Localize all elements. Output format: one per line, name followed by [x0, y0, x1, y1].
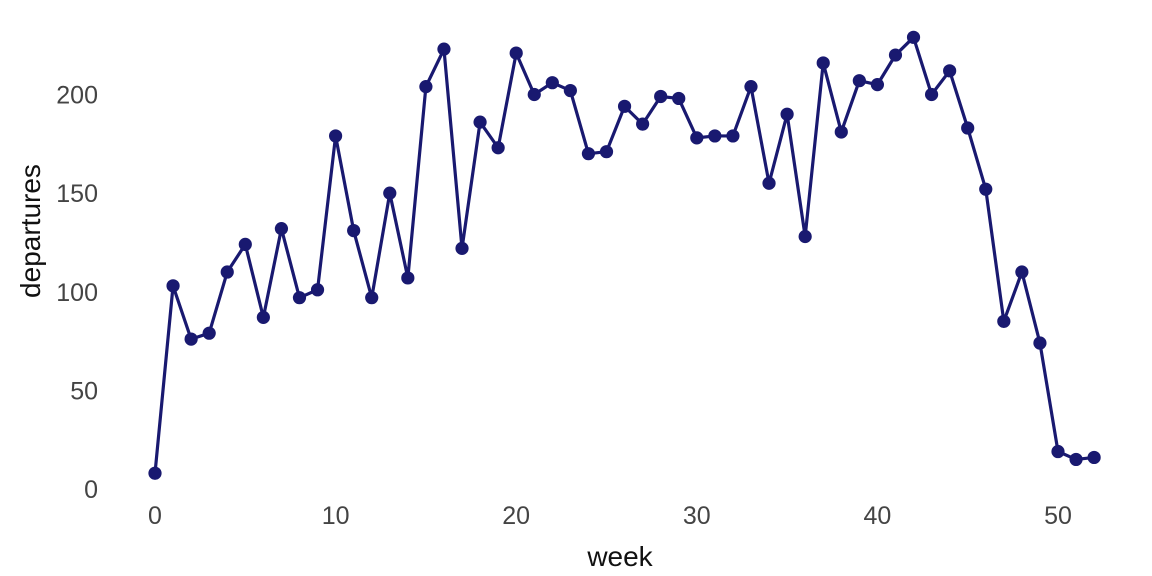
data-point-week-41	[888, 48, 903, 62]
data-point-week-27	[636, 117, 650, 131]
data-point-week-15	[419, 80, 433, 94]
data-point-week-35	[780, 107, 794, 121]
data-point-week-20	[509, 46, 523, 60]
data-point-week-43	[924, 87, 939, 102]
data-point-week-38	[834, 125, 848, 139]
data-point-week-14	[401, 271, 415, 285]
data-point-week-3	[202, 326, 216, 340]
data-point-week-28	[654, 89, 668, 104]
data-point-week-24	[581, 147, 596, 161]
data-point-week-31	[708, 129, 722, 143]
x-tick-label: 10	[322, 502, 350, 530]
data-point-week-50	[1051, 444, 1065, 459]
data-point-week-29	[672, 91, 686, 106]
x-tick-label: 20	[502, 502, 530, 530]
x-axis-title: week	[587, 541, 653, 572]
data-point-week-46	[979, 182, 993, 196]
data-point-week-33	[744, 80, 758, 94]
data-point-week-12	[365, 291, 379, 305]
data-point-week-9	[310, 283, 325, 297]
data-point-week-47	[997, 314, 1011, 328]
data-point-week-5	[238, 237, 252, 252]
y-tick-label: 150	[56, 180, 98, 208]
data-point-week-22	[545, 76, 559, 90]
x-tick-label: 40	[863, 502, 891, 530]
data-point-week-36	[798, 229, 812, 244]
y-tick-label: 50	[70, 377, 98, 405]
data-point-week-19	[491, 141, 505, 155]
data-point-week-16	[437, 42, 451, 56]
x-tick-label: 0	[148, 502, 162, 530]
data-point-week-21	[527, 87, 541, 102]
data-point-week-48	[1015, 265, 1029, 279]
data-point-week-13	[383, 186, 397, 200]
data-point-week-0	[148, 466, 162, 480]
data-point-week-52	[1087, 450, 1101, 465]
y-tick-label: 200	[56, 82, 98, 110]
data-point-week-4	[220, 265, 234, 279]
data-point-week-39	[852, 74, 866, 88]
y-tick-label: 100	[56, 279, 98, 307]
x-tick-label: 50	[1044, 502, 1072, 530]
data-point-week-18	[473, 115, 487, 129]
data-point-week-11	[347, 224, 361, 238]
x-tick-label: 30	[683, 502, 711, 530]
data-point-week-1	[166, 279, 180, 293]
y-axis-title: departures	[15, 164, 46, 298]
data-point-week-25	[599, 145, 614, 159]
y-tick-label: 0	[84, 476, 98, 504]
data-point-week-34	[762, 176, 776, 190]
data-point-week-40	[870, 78, 885, 92]
data-point-week-30	[690, 131, 704, 145]
data-point-week-44	[943, 64, 957, 78]
data-point-week-6	[256, 310, 270, 324]
data-point-week-49	[1033, 336, 1047, 350]
data-point-week-26	[617, 99, 632, 113]
data-point-week-32	[726, 129, 740, 143]
data-point-week-8	[292, 291, 307, 305]
data-point-week-51	[1069, 452, 1083, 467]
data-point-week-10	[329, 129, 343, 143]
data-point-week-45	[961, 121, 975, 135]
data-point-week-7	[274, 222, 289, 236]
data-point-week-17	[455, 241, 469, 255]
data-point-week-37	[816, 56, 830, 70]
data-point-week-42	[906, 30, 921, 44]
data-point-week-23	[563, 83, 577, 98]
data-point-week-2	[184, 332, 198, 346]
